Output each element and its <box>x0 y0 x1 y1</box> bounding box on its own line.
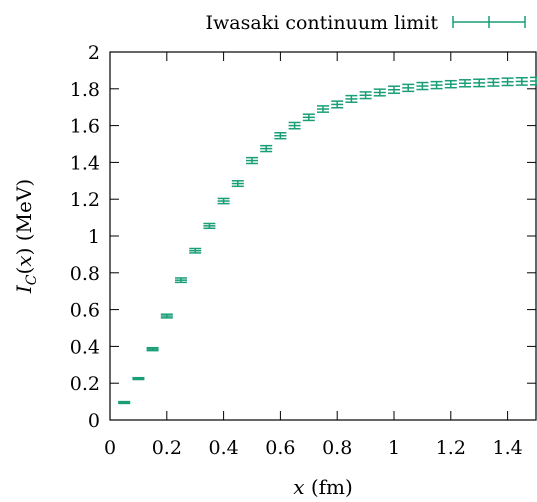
legend-label: Iwasaki continuum limit <box>206 12 439 34</box>
y-tick-label: 0.2 <box>70 373 100 395</box>
data-point <box>175 277 187 284</box>
y-tick-label: 1.8 <box>70 79 100 101</box>
data-point <box>388 85 400 94</box>
data-point <box>246 156 258 165</box>
data-point <box>473 78 486 88</box>
data-point <box>203 222 216 230</box>
data-point <box>515 77 528 86</box>
x-tick-label: 0.2 <box>152 437 182 459</box>
y-tick-label: 1 <box>88 226 100 248</box>
data-point <box>132 376 145 381</box>
legend: Iwasaki continuum limit <box>206 12 526 34</box>
data-point <box>430 80 443 90</box>
y-axis-label: IC(x) (MeV) <box>12 179 40 294</box>
data-point <box>487 77 500 87</box>
data-point <box>317 105 329 113</box>
data-point <box>217 197 230 205</box>
x-axis-label: x (fm) <box>293 475 353 499</box>
data-point <box>416 81 429 91</box>
y-tick-label: 0.8 <box>70 263 100 285</box>
x-tick-labels: 0 0.2 0.4 0.6 0.8 1 1.2 1.4 <box>104 437 523 459</box>
data-point <box>331 100 344 109</box>
data-points <box>118 76 537 405</box>
data-point <box>146 346 159 352</box>
data-point <box>274 132 287 140</box>
y-tick-label: 1.4 <box>70 152 100 174</box>
data-point <box>402 83 415 93</box>
y-tick-label: 0 <box>88 410 100 432</box>
data-point <box>373 88 386 97</box>
data-point <box>345 94 358 103</box>
data-point <box>359 91 372 100</box>
axis-ticks <box>109 51 536 421</box>
data-point <box>459 79 471 88</box>
y-tick-label: 1.2 <box>70 189 100 211</box>
y-tick-label: 2 <box>88 42 100 64</box>
x-tick-label: 0.6 <box>265 437 295 459</box>
x-tick-label: 1 <box>388 437 400 459</box>
data-point <box>530 76 537 86</box>
data-point <box>444 79 457 89</box>
x-tick-label: 0.8 <box>322 437 352 459</box>
data-point <box>260 144 273 153</box>
data-point <box>160 313 173 319</box>
y-tick-label: 0.4 <box>70 336 100 358</box>
legend-sample <box>452 16 526 28</box>
x-tick-label: 1.4 <box>492 437 522 459</box>
data-point <box>118 400 131 405</box>
data-point <box>288 121 301 130</box>
x-tick-label: 1.2 <box>436 437 466 459</box>
data-point <box>302 113 315 122</box>
data-point <box>231 180 244 188</box>
data-point <box>501 77 514 87</box>
data-point <box>189 247 202 254</box>
y-tick-labels: 0 0.2 0.4 0.6 0.8 1 1.2 1.4 1.6 1.8 2 <box>70 42 100 432</box>
x-tick-label: 0 <box>104 437 116 459</box>
x-tick-label: 0.4 <box>208 437 238 459</box>
y-tick-label: 1.6 <box>70 116 100 138</box>
y-tick-label: 0.6 <box>70 300 100 322</box>
